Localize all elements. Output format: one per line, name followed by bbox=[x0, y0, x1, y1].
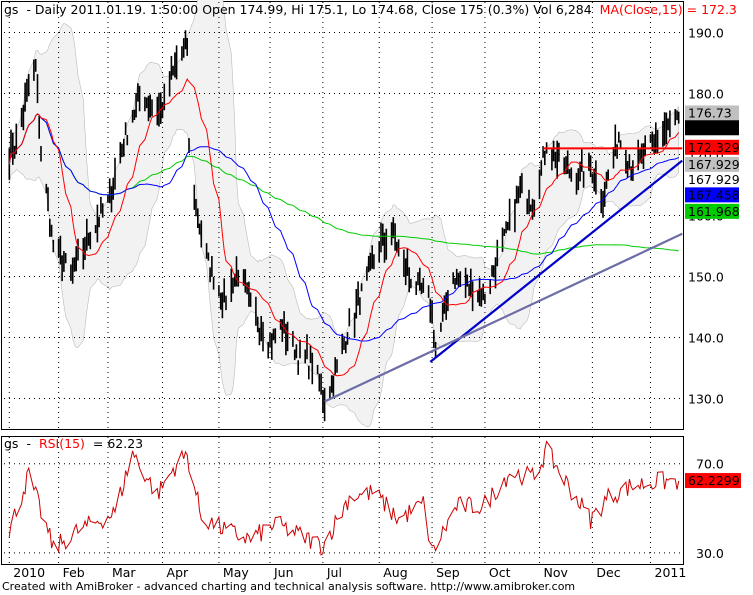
price-tick-label: 190.0 bbox=[688, 26, 724, 41]
ma15-line bbox=[8, 77, 680, 377]
ma50-line bbox=[8, 113, 679, 342]
trendline-secondary bbox=[324, 232, 683, 403]
rsi-value-label: 62.2299 bbox=[688, 473, 740, 488]
extra-label: 167.929 bbox=[688, 172, 740, 187]
rsi-tick-label: 30.0 bbox=[696, 546, 724, 561]
rsi-header-sep: - bbox=[26, 436, 31, 451]
date-tick-label: Sep bbox=[436, 565, 460, 580]
date-tick-label: Jun bbox=[273, 565, 294, 580]
date-tick-label: Dec bbox=[596, 565, 620, 580]
ma200-label: 161.968 bbox=[688, 204, 740, 219]
trendline-primary bbox=[429, 159, 683, 363]
close-label-bg bbox=[685, 120, 739, 136]
date-tick-label: May bbox=[223, 565, 249, 580]
date-tick-label: Aug bbox=[383, 565, 407, 580]
header-ma-label: MA(Close,15) = 172.3 bbox=[600, 2, 737, 17]
rsi-header-value: = 62.23 bbox=[93, 436, 143, 451]
ma50-label: 167.458 bbox=[688, 187, 740, 202]
price-header: gs - Daily 2011.01.19. 1:50:00 Open 174.… bbox=[4, 2, 737, 17]
rsi-header: gs - RSI(15) = 62.23 bbox=[4, 436, 143, 451]
price-tick-label: 140.0 bbox=[688, 331, 724, 346]
extra-label-bg bbox=[685, 172, 739, 188]
rsi-header-label: RSI(15) bbox=[39, 436, 85, 451]
price-tick-label: 150.0 bbox=[688, 270, 724, 285]
band-upper-label: 176.73 bbox=[688, 105, 732, 120]
date-tick-label: Jul bbox=[326, 565, 342, 580]
footer-credit: Created with AmiBroker - advanced charti… bbox=[2, 580, 576, 593]
ma50-label-bg bbox=[685, 187, 739, 203]
date-axis: 2010 Feb Mar Apr May Jun Jul Aug Sep Oct Nov Dec 201… bbox=[13, 565, 686, 580]
ma200-label-bg bbox=[685, 203, 739, 219]
trendlines bbox=[324, 147, 683, 403]
ma15-label-bg bbox=[685, 139, 739, 155]
date-tick-label: Mar bbox=[112, 565, 136, 580]
date-tick-label: 2011 bbox=[655, 565, 687, 580]
date-tick-label: Apr bbox=[167, 565, 189, 580]
rsi-tick-label: 70.0 bbox=[696, 457, 724, 472]
date-tick-label: Feb bbox=[63, 565, 85, 580]
price-tick-label: 180.0 bbox=[688, 87, 724, 102]
price-series bbox=[8, 30, 680, 422]
close-label: 175 bbox=[688, 120, 712, 135]
header-quote: - Daily 2011.01.19. 1:50:00 Open 174.99,… bbox=[26, 2, 591, 17]
date-tick-label: 2010 bbox=[13, 565, 45, 580]
price-tick-label: 130.0 bbox=[688, 392, 724, 407]
band-lower-label: 167.929 bbox=[688, 157, 740, 172]
header-symbol: gs bbox=[4, 2, 18, 17]
band-area bbox=[9, 0, 679, 428]
date-tick-label: Nov bbox=[544, 565, 569, 580]
band-upper-label-bg bbox=[685, 105, 739, 121]
band-lower-label-bg bbox=[685, 156, 739, 172]
rsi-header-symbol: gs bbox=[4, 436, 18, 451]
price-axis: 130.0140.0150.0160.0170.0180.0190.0176.7… bbox=[685, 26, 740, 407]
rsi-grid bbox=[4, 437, 684, 564]
rsi-series bbox=[8, 440, 680, 556]
bollinger-bands bbox=[9, 0, 679, 428]
ma15-label: 172.329 bbox=[688, 140, 740, 155]
date-tick-label: Oct bbox=[489, 565, 511, 580]
rsi-value-bg bbox=[685, 473, 741, 489]
rsi-pane[interactable] bbox=[1, 436, 684, 565]
rsi-axis: 30.0 70.062.2299 bbox=[685, 457, 741, 561]
rsi-line bbox=[8, 440, 680, 556]
